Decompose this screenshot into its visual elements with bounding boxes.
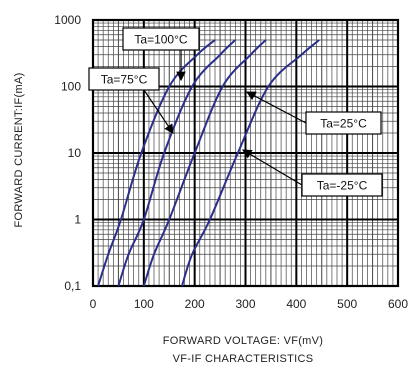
y-tick-label: 100 xyxy=(61,80,81,94)
annotation-Ta=-25°C: Ta=-25°C xyxy=(241,149,383,197)
y-axis-label: FORWARD CURRENT:IF(mA) xyxy=(13,72,25,227)
grid xyxy=(91,18,400,288)
y-tick-label: 10 xyxy=(68,146,82,160)
annotation-box xyxy=(88,67,160,91)
y-tick-label: 1000 xyxy=(54,13,81,27)
annotation-leader xyxy=(143,89,174,134)
x-tick-label: 600 xyxy=(388,297,408,311)
annotation-box xyxy=(122,27,200,51)
annotation-Ta=100°C: Ta=100°C xyxy=(122,27,200,82)
y-tick-label: 1 xyxy=(74,213,81,227)
annotation-text: Ta=75°C xyxy=(101,73,148,87)
x-tick-label: 300 xyxy=(235,297,255,311)
x-tick-label: 200 xyxy=(185,297,205,311)
annotations: Ta=100°C Ta=75°C Ta=25°C Ta=-25°C xyxy=(88,27,383,197)
y-tick-label: 0,1 xyxy=(64,279,81,293)
annotation-leader xyxy=(245,91,307,124)
annotation-leader xyxy=(241,149,303,186)
annotation-text: Ta=100°C xyxy=(134,33,188,47)
annotation-text: Ta=-25°C xyxy=(317,179,368,193)
x-tick-label: 400 xyxy=(286,297,306,311)
x-tick-label: 500 xyxy=(337,297,357,311)
curve-Ta=75°C xyxy=(117,39,237,287)
annotation-text: Ta=25°C xyxy=(320,117,367,131)
annotation-Ta=75°C: Ta=75°C xyxy=(88,67,174,134)
x-tick-label: 100 xyxy=(134,297,154,311)
curves xyxy=(97,39,320,287)
x-tick-label: 0 xyxy=(90,297,97,311)
tick-labels: 0 100 200 300 400 500 600 0,1 1 10 100 1000 xyxy=(54,13,408,311)
plot-frame xyxy=(91,18,400,288)
curve-Ta=100°C xyxy=(97,39,216,287)
chart-title: VF-IF CHARACTERISTICS xyxy=(173,353,314,365)
annotation-box xyxy=(301,173,383,197)
curve-Ta=-25°C xyxy=(181,39,320,287)
annotation-box xyxy=(305,111,382,135)
curve-Ta=25°C xyxy=(142,39,267,287)
annotation-Ta=25°C: Ta=25°C xyxy=(245,91,382,135)
x-axis-label: FORWARD VOLTAGE: VF(mV) xyxy=(163,335,324,347)
